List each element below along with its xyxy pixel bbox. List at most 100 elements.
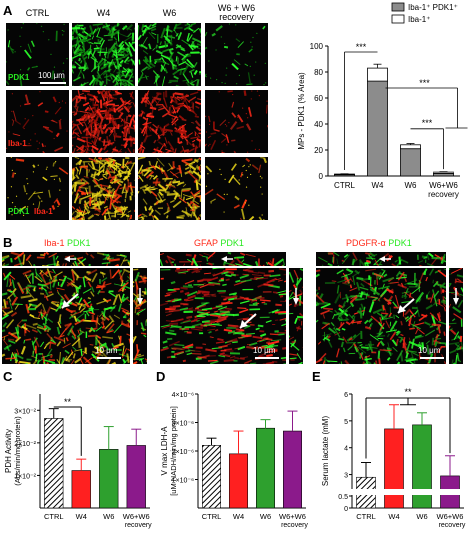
speck [64,102,67,104]
fiber [210,198,216,203]
fiber [108,166,115,173]
fiber [186,140,193,146]
fiber [101,277,108,282]
fiber [139,300,144,305]
fiber [281,323,286,327]
speck [34,133,36,135]
fiber [405,343,411,354]
speck [28,143,30,145]
fiber [234,195,240,201]
fiber [113,36,118,41]
speck [242,107,244,109]
fiber [75,301,87,308]
speck [32,203,35,205]
fiber [385,329,398,333]
fiber [127,59,131,63]
fiber [198,132,201,134]
fiber [184,23,190,27]
fiber [180,190,183,199]
fiber [386,333,390,338]
fiber [116,81,119,86]
fiber [72,26,81,30]
fiber [164,149,172,153]
fiber [457,299,463,308]
fiber [432,280,439,288]
fiber [138,147,143,153]
fiber [337,322,345,330]
fiber [395,330,400,334]
fiber [115,135,122,138]
fiber [332,326,336,330]
speck [46,128,48,131]
fiber [194,325,204,330]
fiber [154,73,159,82]
y-tick-label: 60 [314,94,323,103]
speck [218,91,220,93]
fiber [123,53,129,58]
fiber [103,208,108,214]
fiber [205,165,213,173]
fiber [199,253,204,257]
fiber [87,214,95,220]
fiber [386,356,391,361]
fiber [408,340,421,348]
fiber [452,362,456,364]
fiber [75,295,80,299]
fiber [165,25,169,32]
fiber [378,358,381,364]
speck [215,49,217,51]
speck [249,65,251,67]
fiber [347,345,353,351]
fiber [127,114,132,118]
fiber [182,194,192,198]
fiber [113,132,118,140]
fiber [149,106,157,111]
fiber [150,190,158,197]
fiber [93,42,101,45]
fiber [187,258,193,264]
fiber [151,32,157,36]
fiber [109,199,113,210]
fiber [90,160,96,170]
fiber [42,150,46,153]
fiber [132,142,135,145]
fiber [26,67,31,71]
fiber [93,184,101,188]
fiber [143,168,146,173]
fiber [105,62,109,67]
b-main-image [316,268,446,364]
fiber [78,57,82,62]
fiber [118,303,122,312]
fiber [228,292,237,296]
fiber [405,349,417,353]
fiber [106,186,112,189]
fiber [78,258,87,265]
fiber [127,126,135,130]
fiber [58,334,65,338]
fiber [138,26,140,38]
fiber [205,348,217,353]
speck [14,51,16,53]
y-tick-label: 3×10⁻⁶ [172,421,194,428]
fiber [198,157,201,161]
fiber [169,51,175,59]
fiber [207,252,216,260]
x-tick-label: W6 [405,181,418,190]
fiber [215,25,223,32]
speck [15,195,18,197]
panel-letter-b: B [3,235,13,250]
fiber [91,74,95,79]
fiber [290,342,300,351]
fiber [153,146,159,153]
fiber [266,361,275,364]
fiber [117,32,128,38]
fiber [146,123,152,132]
fiber [183,263,186,266]
micrograph-texture [138,157,201,220]
fiber [209,293,216,296]
fiber [152,96,159,105]
fiber [395,315,400,319]
fiber [198,28,201,35]
fiber [344,275,348,278]
fiber [265,261,269,266]
